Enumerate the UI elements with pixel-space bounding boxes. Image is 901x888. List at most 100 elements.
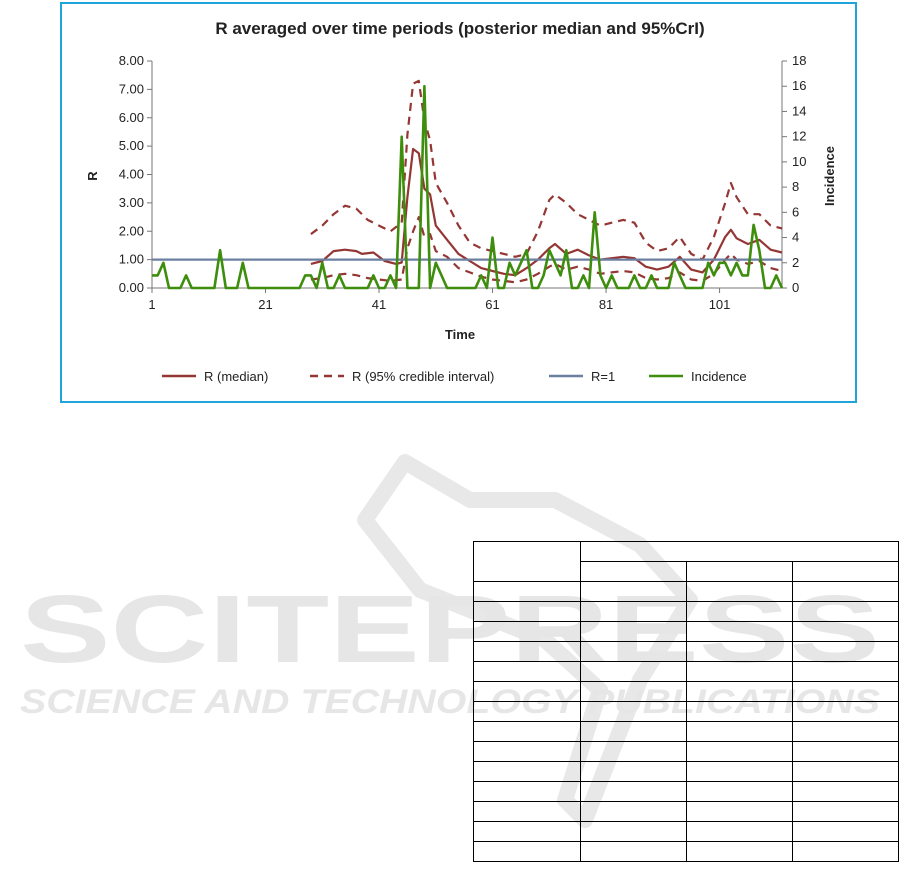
y2-tick-label: 10 — [792, 154, 806, 169]
table-row — [473, 581, 899, 602]
table-cell — [473, 781, 581, 802]
table-cell — [792, 641, 899, 662]
table-cell — [686, 581, 793, 602]
table-cell — [580, 801, 687, 822]
y2-tick-label: 18 — [792, 53, 806, 68]
table-cell — [473, 701, 581, 722]
table-cell — [473, 721, 581, 742]
table-cell — [686, 781, 793, 802]
y-tick-label: 4.00 — [119, 167, 144, 182]
y2-tick-label: 12 — [792, 129, 806, 144]
table-cell — [473, 841, 581, 862]
table-cell — [473, 821, 581, 842]
table-cell — [473, 621, 581, 642]
table-cell — [686, 661, 793, 682]
legend-label: R (median) — [204, 369, 268, 384]
table-cell — [792, 581, 899, 602]
table-cell — [580, 781, 687, 802]
table-cell — [580, 721, 687, 742]
x-axis-title: Time — [445, 327, 475, 342]
y-tick-label: 2.00 — [119, 223, 144, 238]
table-cell — [686, 801, 793, 822]
table-row — [473, 781, 899, 802]
legend-label: R=1 — [591, 369, 615, 384]
table-row — [473, 641, 899, 662]
y-tick-label: 7.00 — [119, 81, 144, 96]
table-cell — [792, 821, 899, 842]
table-cell — [580, 741, 687, 762]
chart-svg: R averaged over time periods (posterior … — [85, 19, 837, 384]
table-cell — [792, 841, 899, 862]
y2-tick-label: 14 — [792, 103, 806, 118]
table-row — [473, 621, 899, 642]
y2-tick-label: 16 — [792, 78, 806, 93]
table-cell — [792, 661, 899, 682]
table-cell — [473, 681, 581, 702]
table-cell — [686, 841, 793, 862]
y2-tick-label: 6 — [792, 204, 799, 219]
y2-axis-title: Incidence — [822, 146, 837, 206]
x-tick-label: 61 — [485, 297, 499, 312]
x-tick-label: 1 — [148, 297, 155, 312]
table-row — [473, 541, 899, 582]
y-tick-label: 1.00 — [119, 252, 144, 267]
y-tick-label: 5.00 — [119, 138, 144, 153]
y2-tick-label: 2 — [792, 255, 799, 270]
table-row — [473, 661, 899, 682]
table-cell — [580, 541, 899, 562]
table-row — [473, 741, 899, 762]
table-cell — [686, 761, 793, 782]
table-cell — [473, 601, 581, 622]
y-axis-title: R — [85, 171, 100, 181]
table-cell — [686, 741, 793, 762]
table-cell — [686, 701, 793, 722]
table-row — [473, 601, 899, 622]
table-row — [473, 721, 899, 742]
y2-tick-label: 4 — [792, 230, 799, 245]
y-tick-label: 0.00 — [119, 280, 144, 295]
x-tick-label: 21 — [258, 297, 272, 312]
legend-label: Incidence — [691, 369, 747, 384]
legend-label: R (95% credible interval) — [352, 369, 494, 384]
x-tick-label: 101 — [709, 297, 731, 312]
table-cell — [792, 781, 899, 802]
table-cell — [792, 721, 899, 742]
table-cell — [473, 761, 581, 782]
plot-area: 0.00 1.00 2.00 3.00 4.00 5.00 6.00 7.00 8.00 0 2 4 6… — [119, 53, 807, 312]
table-cell — [686, 821, 793, 842]
table-cell — [473, 541, 581, 582]
table-row — [473, 701, 899, 722]
x-tick-label: 81 — [599, 297, 613, 312]
table-cell — [580, 761, 687, 782]
table-cell — [792, 561, 899, 582]
table-cell — [686, 621, 793, 642]
table-cell — [792, 681, 899, 702]
r-credible-interval-lower-series-line — [310, 216, 783, 284]
table-cell — [580, 661, 687, 682]
table-cell — [473, 641, 581, 662]
table-cell — [580, 561, 687, 582]
table-cell — [580, 621, 687, 642]
table-cell — [686, 721, 793, 742]
x-tick-label: 41 — [372, 297, 386, 312]
table-cell — [580, 601, 687, 622]
table-cell — [686, 641, 793, 662]
table-cell — [792, 701, 899, 722]
table-cell — [473, 581, 581, 602]
table-row — [473, 761, 899, 782]
table-cell — [473, 661, 581, 682]
table-cell — [580, 821, 687, 842]
y2-tick-label: 8 — [792, 179, 799, 194]
chart-container: R averaged over time periods (posterior … — [60, 2, 857, 403]
table-row — [473, 681, 899, 702]
table-cell — [473, 741, 581, 762]
table-cell — [792, 801, 899, 822]
table-cell — [580, 581, 687, 602]
y-tick-label: 3.00 — [119, 195, 144, 210]
r-median-series-line — [310, 147, 783, 277]
y2-tick-label: 0 — [792, 280, 799, 295]
table-cell — [792, 761, 899, 782]
y-tick-label: 6.00 — [119, 110, 144, 125]
table-cell — [792, 601, 899, 622]
r-95-credible-interval-series-line — [310, 79, 783, 261]
